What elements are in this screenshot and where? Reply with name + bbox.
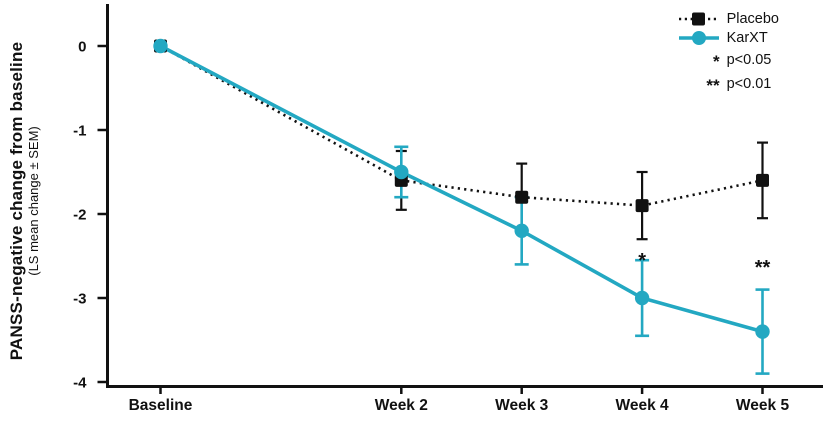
legend-sig1-symbol: * <box>712 52 720 71</box>
placebo-marker-week-3 <box>515 190 529 204</box>
x-axis-label-week-2: Week 2 <box>375 397 428 414</box>
legend-placebo-marker-icon <box>678 11 720 27</box>
x-axis-label-baseline: Baseline <box>129 397 193 414</box>
legend-sig1-label: p<0.05 <box>726 51 772 68</box>
legend-karxt-label: KarXT <box>726 30 768 46</box>
placebo-marker-week-4 <box>635 199 649 213</box>
karxt-marker-week-2 <box>394 164 409 180</box>
legend-placebo-label: Placebo <box>726 11 779 27</box>
legend-karxt-marker-icon <box>678 30 720 46</box>
karxt-marker-week-4 <box>634 290 650 306</box>
karxt-marker-week-5 <box>755 324 770 339</box>
y-tick-label: -2 <box>73 207 86 224</box>
placebo-line <box>159 44 763 207</box>
legend: Placebo KarXT * p<0.05 ** p<0.01 <box>678 11 779 94</box>
y-tick-label: 0 <box>78 39 86 56</box>
karxt-marker-week-3 <box>514 223 529 238</box>
significance-asterisk-week-5: ** <box>755 257 771 279</box>
y-tick-label: -1 <box>73 123 86 140</box>
y-tick-label: -4 <box>73 375 87 392</box>
legend-sig2-symbol: ** <box>706 76 720 95</box>
x-axis-label-week-3: Week 3 <box>495 397 549 414</box>
x-axis-label-week-5: Week 5 <box>736 397 790 414</box>
legend-sig2-label: p<0.01 <box>726 75 772 92</box>
significance-asterisk-week-4: * <box>638 250 646 272</box>
karxt-line <box>159 44 763 334</box>
karxt-marker-baseline <box>153 38 168 54</box>
x-axis-label-week-4: Week 4 <box>616 397 670 414</box>
y-tick-label: -3 <box>73 291 86 308</box>
placebo-marker-week-5 <box>756 173 769 187</box>
